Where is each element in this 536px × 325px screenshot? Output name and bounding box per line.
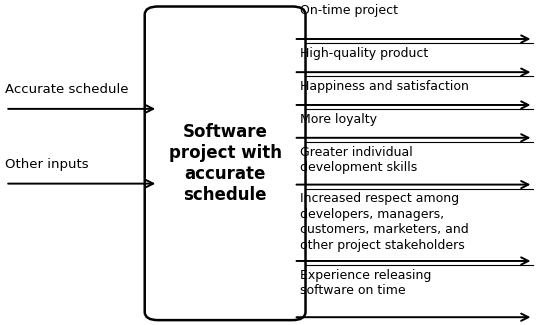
Text: Experience releasing
software on time: Experience releasing software on time <box>300 269 431 297</box>
Text: On-time project: On-time project <box>300 4 398 17</box>
Text: Accurate schedule: Accurate schedule <box>5 83 129 96</box>
Text: Greater individual
development skills: Greater individual development skills <box>300 146 418 174</box>
Text: Increased respect among
developers, managers,
customers, marketers, and
other pr: Increased respect among developers, mana… <box>300 192 469 252</box>
Text: Happiness and satisfaction: Happiness and satisfaction <box>300 80 469 93</box>
Text: More loyalty: More loyalty <box>300 113 377 126</box>
FancyBboxPatch shape <box>145 6 306 320</box>
Text: High-quality product: High-quality product <box>300 47 428 60</box>
Text: Software
project with
accurate
schedule: Software project with accurate schedule <box>169 123 281 203</box>
Text: Other inputs: Other inputs <box>5 158 89 171</box>
